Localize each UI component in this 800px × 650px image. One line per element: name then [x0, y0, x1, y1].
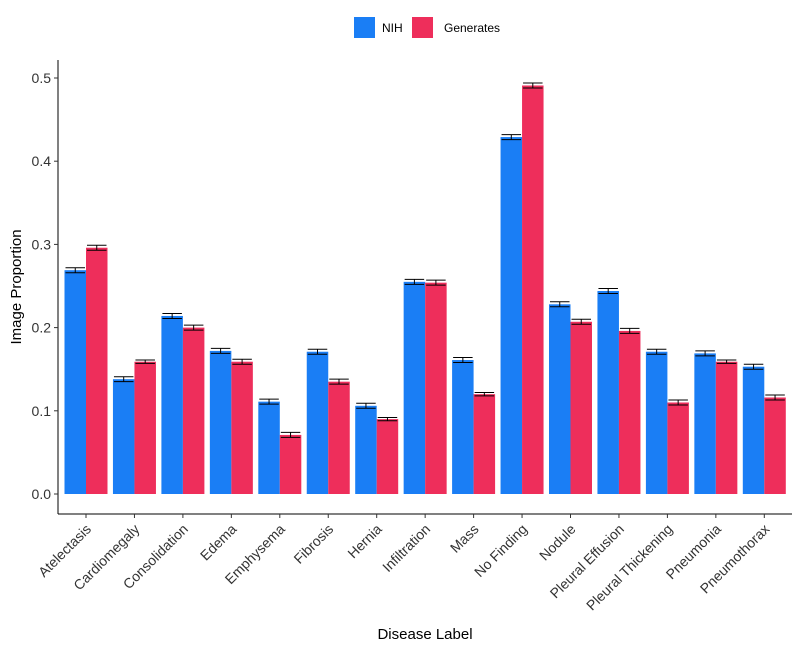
bar-generates-edema — [231, 361, 253, 494]
legend-item-nih: NIH — [354, 17, 403, 38]
legend-label: Generates — [444, 21, 500, 35]
error-bar — [113, 376, 134, 383]
bar-generates-pneumonia — [715, 361, 738, 494]
x-axis-title: Disease Label — [377, 626, 472, 643]
bar-generates-pleural-thickening — [667, 402, 689, 494]
bar-generates-hernia — [376, 419, 399, 494]
error-bar — [280, 431, 301, 438]
y-tick-label: 0.4 — [32, 153, 52, 169]
y-axis-title: Image Proportion — [8, 229, 25, 344]
error-bar — [716, 359, 737, 364]
x-tick-label: Pleural Thickening — [583, 521, 676, 614]
bar-generates-pneumothorax — [764, 397, 786, 494]
bar-generates-mass — [473, 394, 496, 494]
y-tick-label: 0.2 — [32, 320, 52, 336]
plot-area: 0.0 0.1 0.2 0.3 0.4 0.5 AtelectasisCardiomega… — [32, 60, 792, 613]
x-tick-label: Edema — [197, 521, 240, 564]
error-bar — [135, 359, 155, 364]
bar-generates-fibrosis — [328, 381, 350, 494]
error-bar — [765, 394, 785, 401]
y-tick-label: 0.5 — [32, 70, 52, 86]
bar-nih-atelectasis — [64, 270, 86, 494]
x-tick-label: Nodule — [536, 521, 579, 564]
error-bar — [646, 348, 667, 355]
error-bar — [377, 416, 398, 422]
bar-nih-mass — [452, 360, 474, 494]
error-bar — [571, 318, 591, 325]
error-bar — [259, 398, 279, 405]
error-bar — [550, 301, 570, 308]
error-bars-layer — [65, 82, 785, 438]
bar-nih-no-finding — [500, 137, 523, 494]
error-bar — [329, 378, 349, 385]
error-bar — [232, 358, 252, 365]
bar-nih-hernia — [355, 405, 377, 494]
error-bar — [87, 244, 107, 251]
error-bar — [695, 350, 715, 357]
bars-layer — [64, 85, 786, 494]
legend-item-generates: Generates — [412, 17, 500, 38]
x-tick-label: Mass — [447, 521, 482, 556]
bar-nih-cardiomegaly — [112, 379, 135, 494]
y-tick-label: 0.0 — [32, 486, 52, 502]
bar-nih-fibrosis — [306, 351, 329, 494]
x-tick-label: Fibrosis — [290, 521, 336, 567]
error-bar — [210, 347, 231, 354]
error-bar — [453, 357, 473, 364]
bar-nih-pneumonia — [694, 353, 716, 494]
bar-nih-infiltration — [403, 281, 426, 494]
x-tick-label: Infiltration — [379, 521, 433, 575]
bar-nih-pleural-effusion — [597, 290, 619, 494]
bar-nih-nodule — [549, 304, 571, 494]
error-bar — [65, 267, 85, 274]
legend: NIH Generates — [354, 17, 500, 38]
legend-swatch — [412, 17, 433, 38]
error-bar — [501, 134, 522, 141]
legend-swatch — [354, 17, 375, 38]
x-tick-label: No Finding — [471, 521, 530, 580]
bar-nih-consolidation — [161, 315, 183, 494]
y-tick-label: 0.1 — [32, 403, 52, 419]
error-bar — [183, 324, 204, 331]
bar-generates-pleural-effusion — [618, 330, 641, 494]
x-tick-label: Hernia — [344, 521, 385, 562]
error-bar — [743, 363, 764, 370]
bar-nih-edema — [209, 350, 232, 494]
bar-generates-cardiomegaly — [134, 361, 156, 494]
bar-generates-no-finding — [522, 85, 544, 494]
bar-nih-pneumothorax — [742, 366, 765, 494]
bar-generates-infiltration — [425, 282, 447, 494]
bar-generates-nodule — [570, 321, 592, 494]
legend-label: NIH — [382, 21, 403, 35]
y-axis-ticks: 0.0 0.1 0.2 0.3 0.4 0.5 — [32, 70, 58, 502]
error-bar — [307, 348, 328, 355]
bar-nih-emphysema — [258, 401, 280, 494]
error-bar — [356, 402, 376, 409]
error-bar — [162, 312, 182, 319]
bar-nih-pleural-thickening — [645, 351, 668, 494]
bar-generates-emphysema — [279, 434, 302, 494]
bar-generates-atelectasis — [86, 247, 108, 494]
error-bar — [598, 287, 618, 294]
error-bar — [404, 278, 425, 285]
y-tick-label: 0.3 — [32, 236, 52, 252]
error-bar — [426, 279, 446, 286]
error-bar — [668, 399, 688, 406]
bar-generates-consolidation — [182, 327, 205, 494]
error-bar — [523, 82, 543, 89]
error-bar — [619, 327, 640, 334]
error-bar — [474, 391, 495, 397]
